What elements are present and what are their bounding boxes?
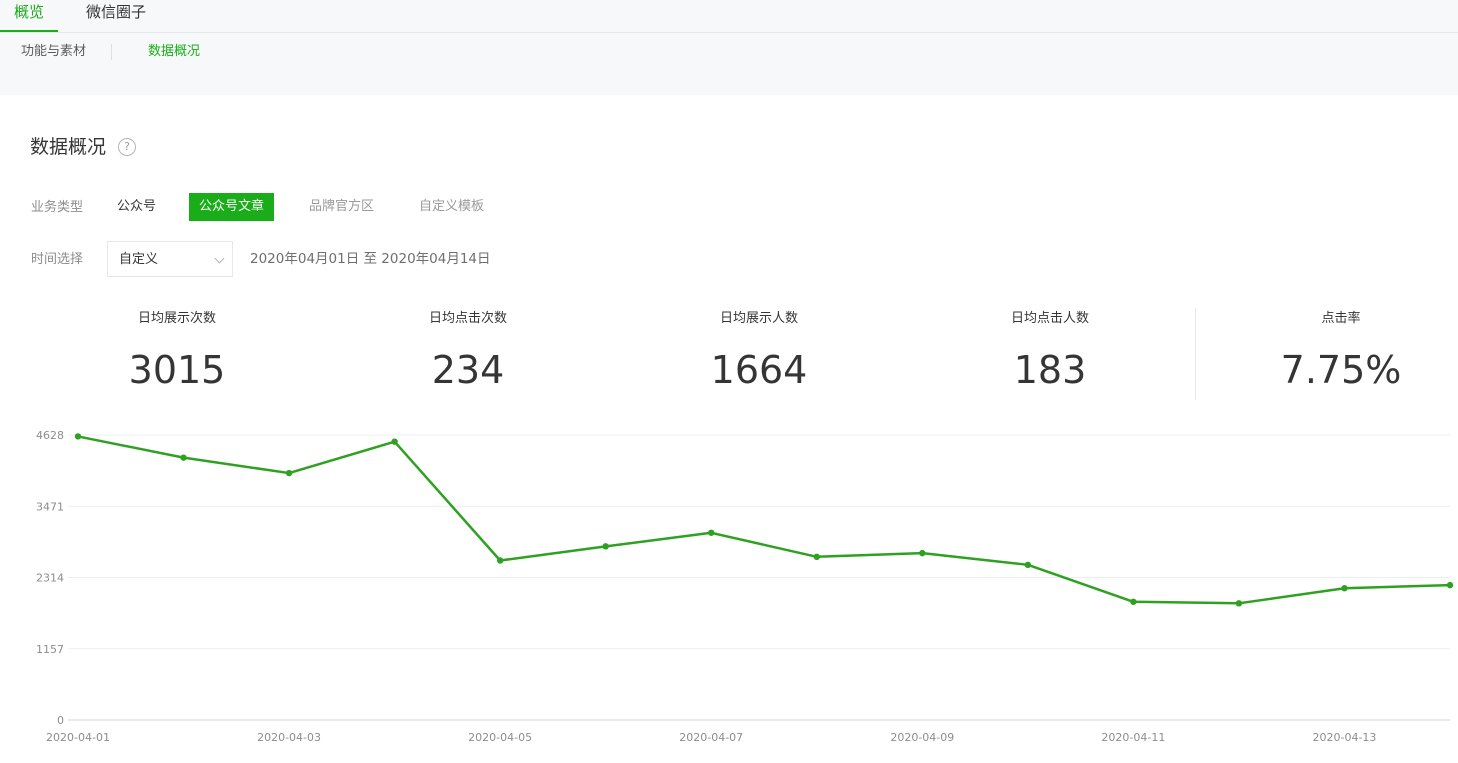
main-tabs: 概览 微信圈子 (0, 0, 1458, 33)
data-point (1130, 598, 1137, 605)
data-point (813, 553, 820, 561)
time-range-select[interactable]: 自定义 (107, 241, 233, 277)
data-point (74, 433, 82, 440)
metric-divider (1195, 308, 1196, 400)
metric-label: 日均点击人数 (1010, 311, 1089, 326)
chevron-down-icon (214, 253, 225, 264)
trend-line-chart: 0 1157 2314 3471 4628 2020-04-01 2020-04-03 202… (36, 429, 1454, 744)
time-select-label: 时间选择 (31, 252, 84, 267)
data-point (1341, 585, 1348, 592)
date-range-text: 2020年04月01日 至 2020年04月14日 (250, 251, 491, 267)
y-tick-label: 1157 (36, 643, 64, 656)
business-type-brand-zone[interactable]: 品牌官方区 (309, 199, 375, 214)
x-tick-label: 2020-04-11 (1101, 731, 1165, 744)
metric-value: 3015 (128, 348, 226, 392)
x-tick-label: 2020-04-05 (468, 731, 532, 744)
data-point (496, 557, 504, 564)
data-point (708, 529, 715, 536)
y-tick-label: 3471 (36, 500, 64, 513)
data-point (180, 454, 187, 461)
metric-label: 日均展示人数 (719, 311, 798, 326)
x-tick-label: 2020-04-09 (890, 731, 954, 744)
metric-label: 日均点击次数 (428, 311, 507, 326)
business-type-official-account[interactable]: 公众号 (117, 199, 157, 214)
data-point (1024, 561, 1032, 569)
x-tick-label: 2020-04-07 (679, 731, 743, 744)
tab-wechat-circle[interactable]: 微信圈子 (86, 3, 147, 21)
metric-label: 日均展示次数 (137, 311, 216, 326)
metric-value: 183 (1013, 348, 1087, 392)
subtab-divider (111, 44, 112, 60)
metric-value: 7.75% (1280, 348, 1402, 392)
y-tick-label: 2314 (36, 572, 64, 585)
metric-value: 234 (431, 348, 505, 392)
y-tick-label: 4628 (36, 429, 64, 442)
x-tick-label: 2020-04-13 (1312, 731, 1376, 744)
business-type-article[interactable]: 公众号文章 (189, 193, 275, 221)
metric-value: 1664 (710, 348, 808, 392)
subtab-data-overview[interactable]: 数据概况 (148, 44, 201, 59)
y-tick-label: 0 (57, 714, 64, 727)
metric-label: 点击率 (1321, 311, 1361, 326)
data-point (602, 543, 609, 550)
top-navigation: 概览 微信圈子 功能与素材 数据概况 (0, 0, 1458, 95)
data-point (919, 549, 926, 557)
subtab-features-materials[interactable]: 功能与素材 (21, 44, 87, 59)
data-point (1446, 581, 1454, 589)
data-point (391, 438, 398, 445)
page-title: 数据概况 (30, 136, 107, 158)
question-circle-icon[interactable]: ? (118, 138, 136, 156)
tab-overview[interactable]: 概览 (0, 0, 59, 32)
x-tick-label: 2020-04-01 (46, 731, 110, 744)
data-point (1235, 600, 1243, 607)
x-tick-label: 2020-04-03 (257, 731, 321, 744)
series-line (77, 435, 1451, 605)
business-type-custom-template[interactable]: 自定义模板 (419, 199, 485, 214)
data-point (285, 469, 293, 477)
time-range-select-value: 自定义 (119, 252, 159, 267)
business-type-label: 业务类型 (31, 200, 84, 215)
